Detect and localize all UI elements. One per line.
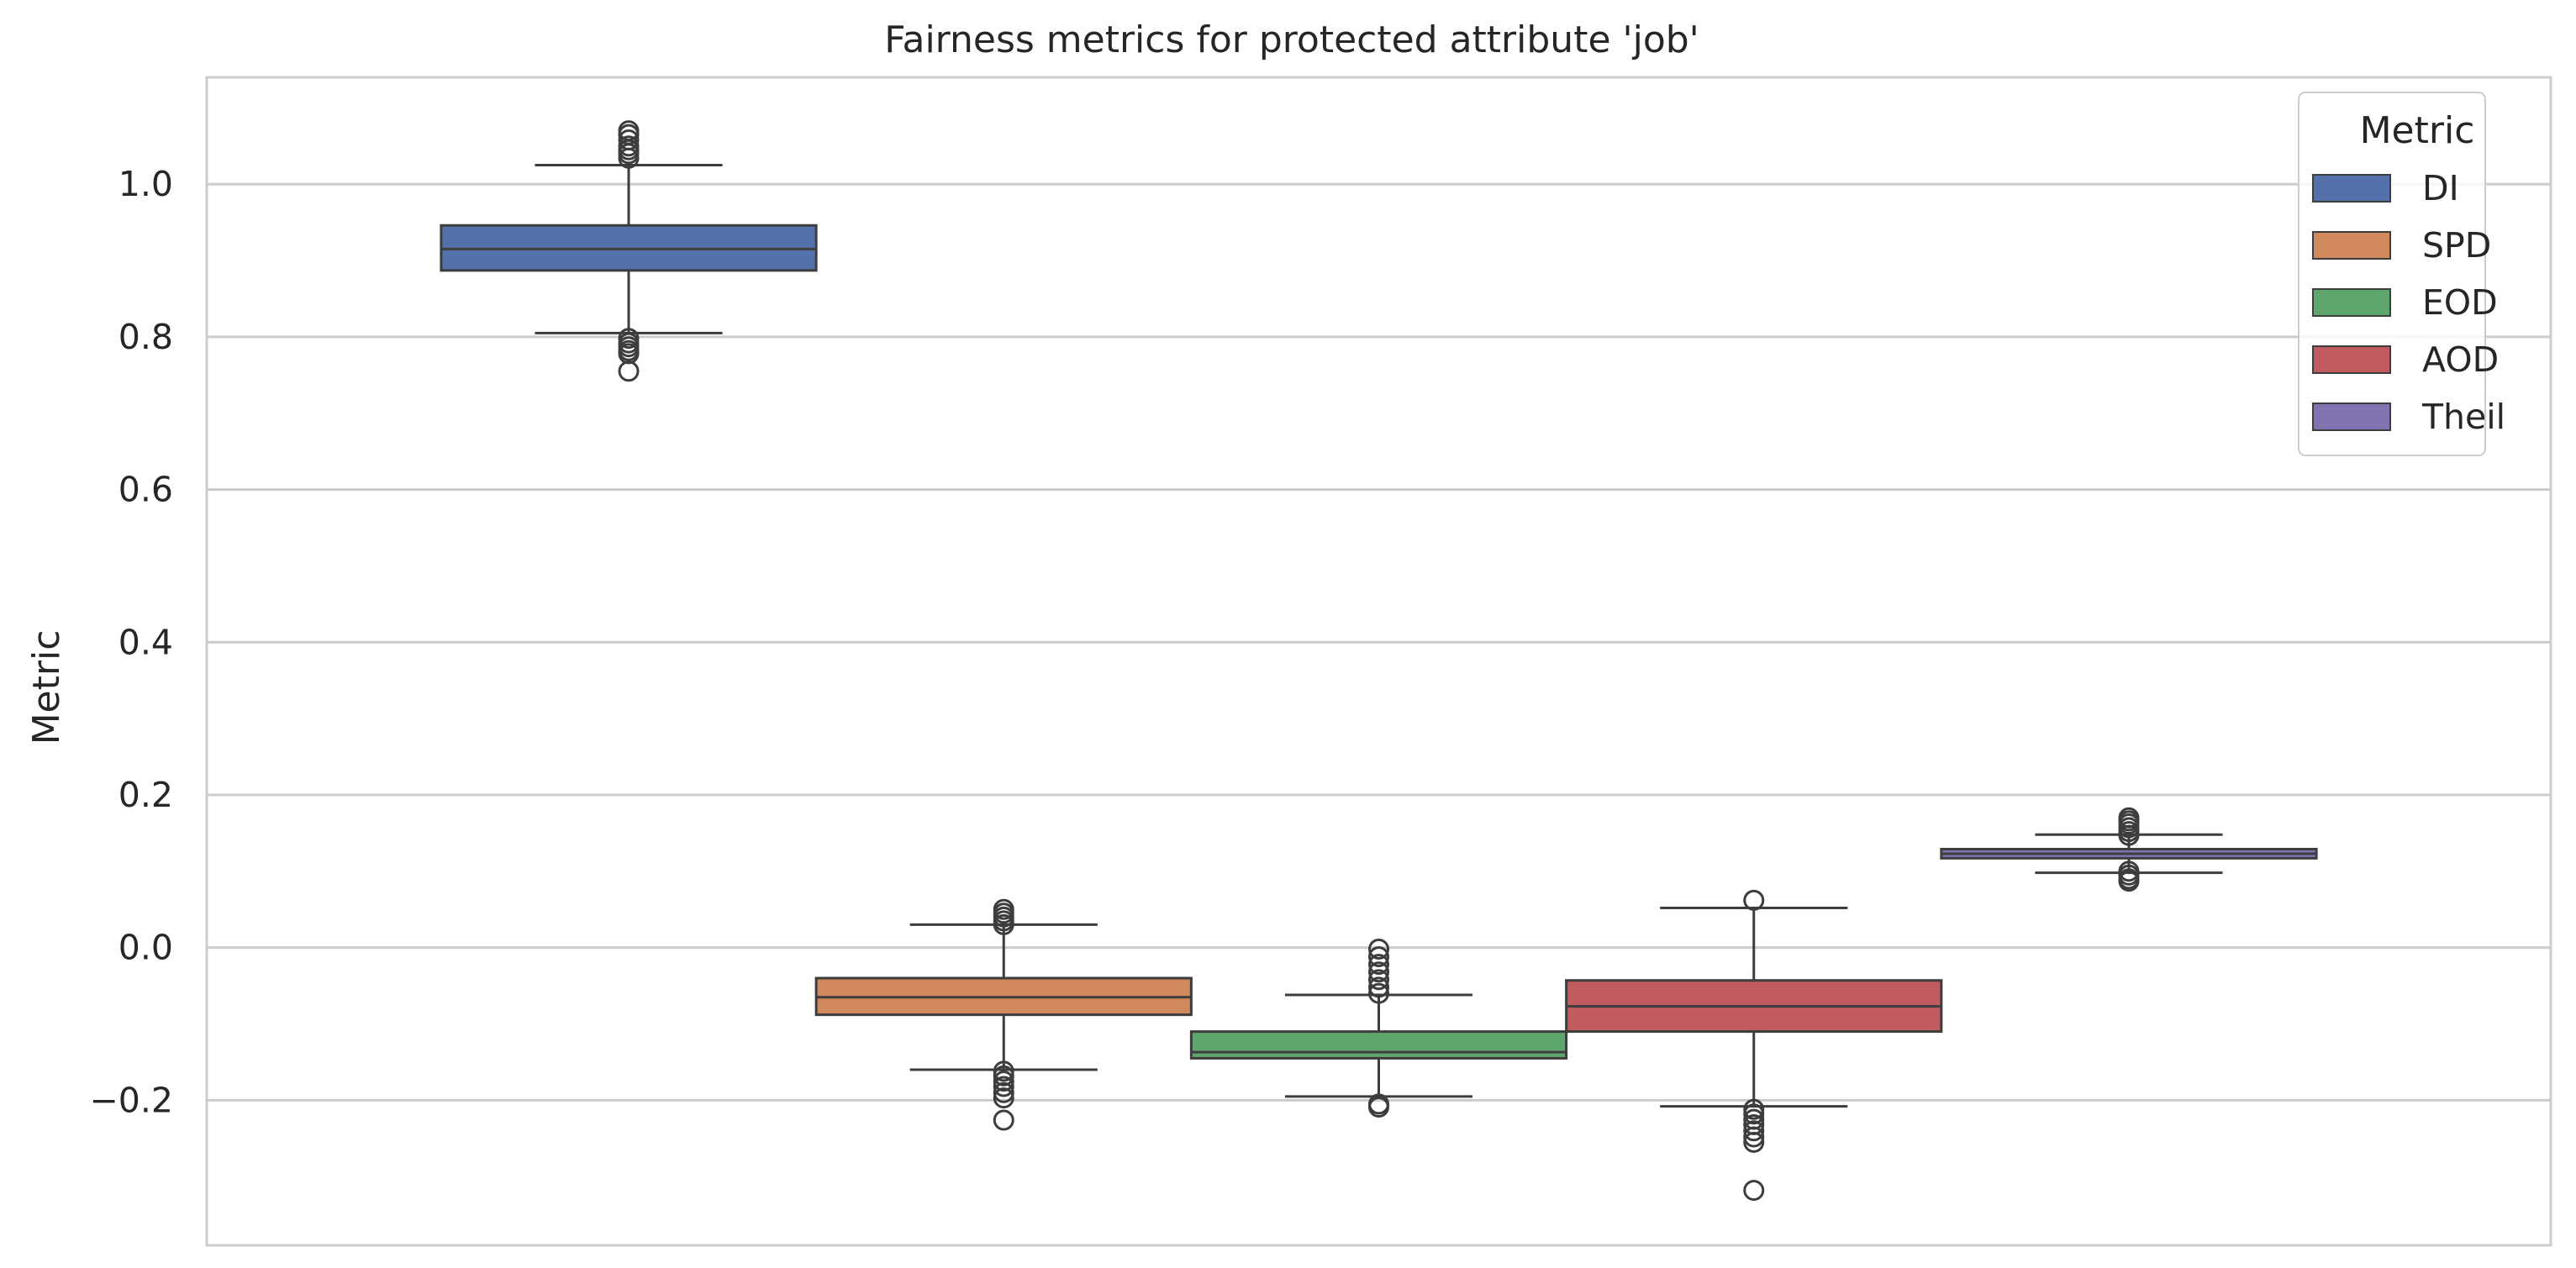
box-theil [1940,807,2318,892]
legend-label: SPD [2422,225,2491,266]
outlier-point [618,360,640,382]
outlier-point [993,1071,1014,1092]
y-tick-label: 0.6 [119,470,173,510]
outlier-point [1368,982,1389,1004]
box-iqr [1189,1030,1568,1060]
outlier-point [1743,1103,1765,1125]
outlier-point [2118,871,2140,892]
outlier-point [993,1109,1014,1131]
outlier-point [993,1081,1014,1103]
outlier-point [993,1076,1014,1097]
outlier-point [1743,1131,1765,1153]
outlier-point [2118,824,2140,846]
box-eod [1189,939,1568,1118]
outlier-point [1743,1120,1765,1142]
legend-swatch [2312,345,2391,374]
outlier-point [1368,1097,1389,1118]
outlier-point [1368,961,1389,983]
y-tick-label: 0.8 [119,317,173,357]
legend-label: Theil [2421,397,2505,437]
y-tick-label: 1.0 [119,164,173,204]
outlier-point [993,1065,1014,1086]
legend-swatch [2312,288,2391,317]
box-aod [1565,889,1943,1202]
legend-swatch [2312,174,2391,203]
y-axis-label: Metric [25,630,68,745]
outlier-point [1743,1126,1765,1148]
legend-label: AOD [2422,339,2499,380]
legend-swatch [2312,231,2391,260]
legend-items: DI SPD EOD AOD Theil [2312,168,2505,437]
outlier-point [1368,939,1389,960]
legend-label: DI [2422,168,2459,208]
outlier-point [993,1087,1014,1109]
outlier-point [618,147,640,169]
outlier-point [993,913,1014,935]
legend-label: EOD [2422,282,2498,323]
legend: Metric DI SPD EOD AOD Theil [2298,92,2505,456]
outlier-point [1368,946,1389,968]
plot-frame [205,76,2552,1247]
y-tick-label: 0.4 [119,622,173,662]
box-di [440,120,818,382]
grid-lines [207,182,2551,1102]
y-tick-label: 0.2 [119,775,173,815]
outlier-point [1743,1180,1765,1202]
y-tick-label: 0.0 [119,928,173,968]
boxes [440,120,2318,1202]
outlier-point [1743,889,1765,911]
legend-swatch [2312,402,2391,431]
chart-title: Fairness metrics for protected attribute… [884,18,1699,61]
outlier-point [1368,954,1389,976]
box-spd [814,898,1193,1131]
y-tick-label: −0.2 [89,1080,173,1120]
outlier-point [1368,969,1389,991]
y-axis-ticks: −0.2 0.0 0.2 0.4 0.6 0.8 1.0 [89,164,173,1120]
outlier-point [1368,976,1389,998]
legend-title: Metric [2360,109,2475,152]
